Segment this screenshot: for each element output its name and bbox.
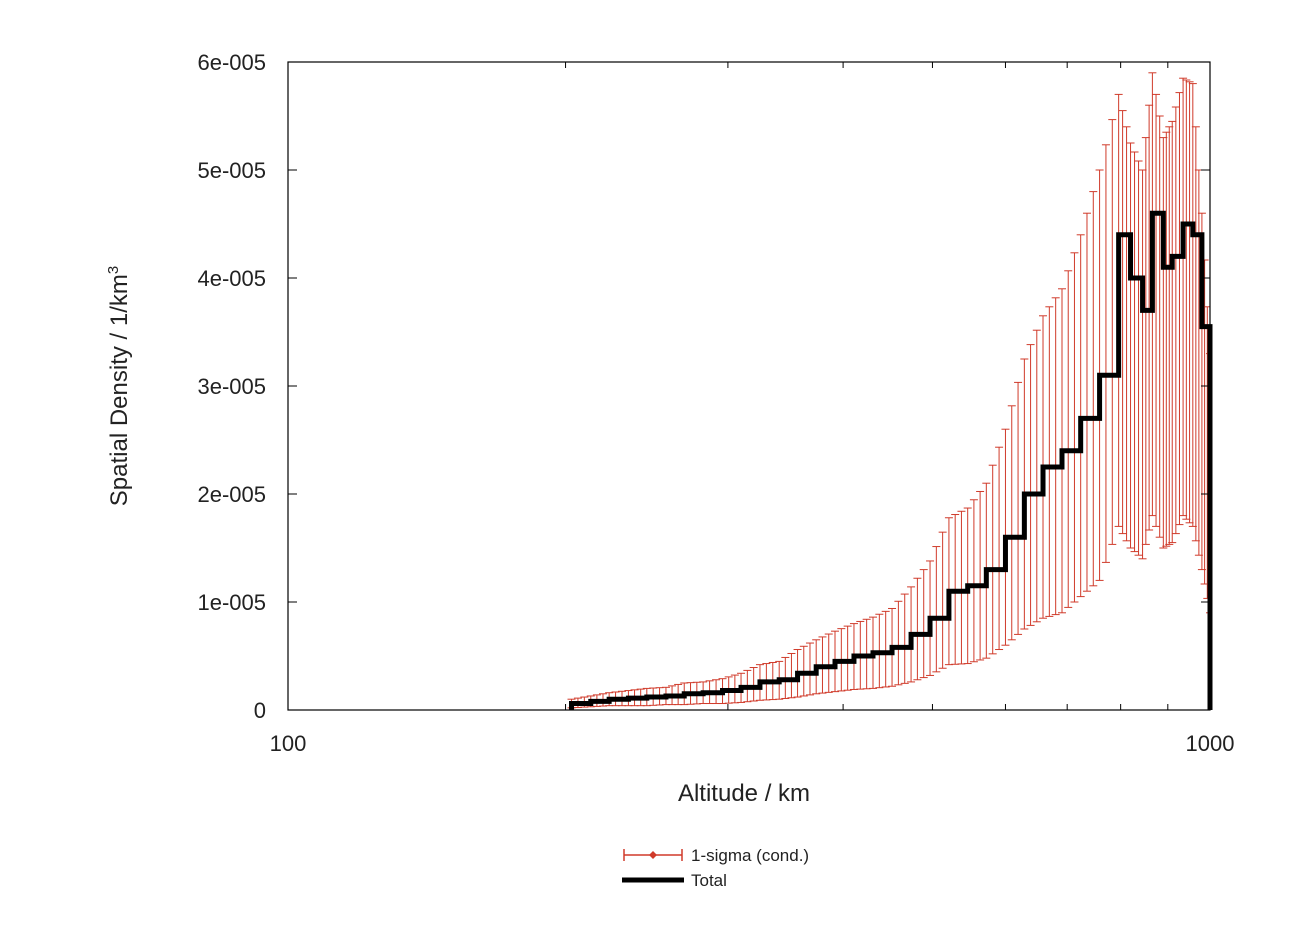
y-tick-label: 0 [254,698,266,723]
y-tick-label: 3e-005 [197,374,266,399]
y-tick-label: 6e-005 [197,50,266,75]
x-tick-label: 100 [270,731,307,756]
legend-total-label: Total [691,871,727,890]
y-tick-label: 5e-005 [197,158,266,183]
y-tick-label: 1e-005 [197,590,266,615]
legend-item-sigma: 1-sigma (cond.) [623,846,809,865]
y-tick-label: 4e-005 [197,266,266,291]
y-axis-title-superscript: 3 [105,266,122,274]
y-tick-label: 2e-005 [197,482,266,507]
sigma-errorbars [567,72,1210,709]
total-series-line [569,210,1213,710]
legend-item-total: Total [622,871,727,890]
legend: 1-sigma (cond.) Total [622,846,809,890]
plot-frame [287,61,1211,711]
x-tick-label: 1000 [1186,731,1235,756]
x-axis-title: Altitude / km [678,780,810,807]
legend-sigma-label: 1-sigma (cond.) [691,846,809,865]
y-axis-ticks: 0 1e-005 2e-005 3e-005 4e-005 5e-005 6e-005 [197,50,1210,723]
x-axis-ticks: 100 1000 [270,62,1235,756]
y-axis-title-main: Spatial Density / 1/km [106,274,133,506]
y-axis-title: Spatial Density / 1/km3 [105,266,133,506]
legend-sigma-marker [649,851,657,859]
